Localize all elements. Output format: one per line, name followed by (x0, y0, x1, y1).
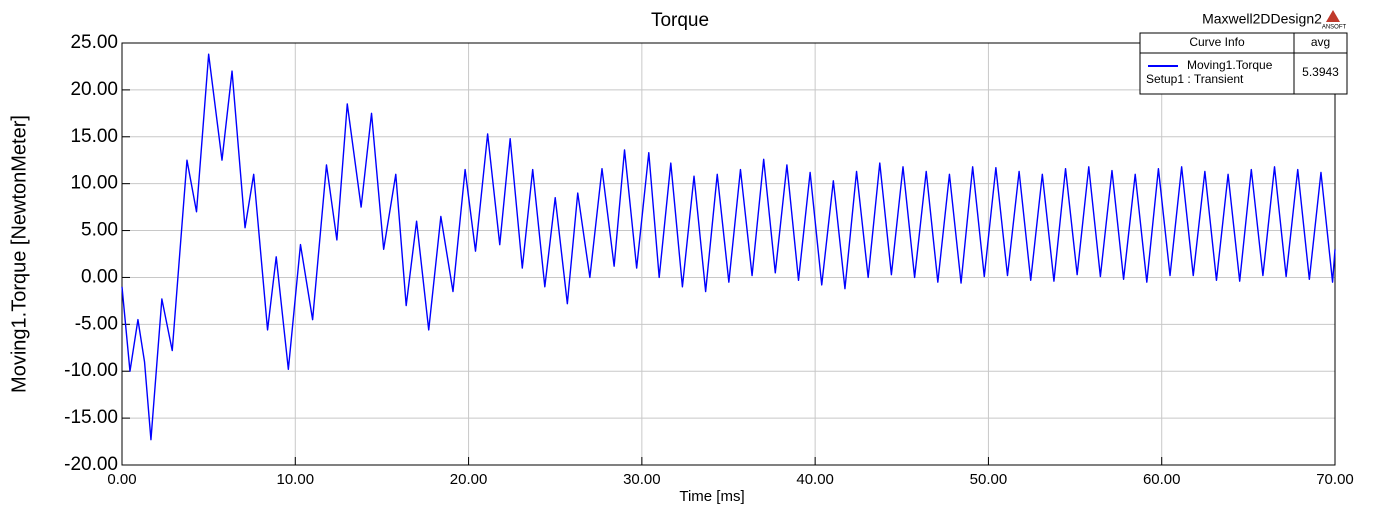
x-tick-label: 70.00 (1316, 471, 1354, 488)
legend-header: avg (1311, 35, 1330, 49)
y-tick-label: 5.00 (81, 220, 118, 241)
y-tick-label: -15.00 (64, 407, 118, 428)
x-tick-label: 60.00 (1143, 471, 1181, 488)
y-tick-label: 0.00 (81, 266, 118, 287)
x-tick-label: 20.00 (450, 471, 488, 488)
legend-entry: Moving1.Torque (1187, 58, 1273, 72)
plot-area (122, 43, 1335, 465)
x-axis-label: Time [ms] (679, 488, 744, 505)
x-tick-label: 0.00 (107, 471, 136, 488)
x-tick-label: 30.00 (623, 471, 661, 488)
y-tick-label: 10.00 (70, 173, 118, 194)
logo-text: ANSOFT (1322, 25, 1347, 31)
y-tick-label: -10.00 (64, 360, 118, 381)
x-tick-label: 10.00 (277, 471, 315, 488)
legend-setup: Setup1 : Transient (1146, 72, 1244, 86)
y-tick-label: -5.00 (75, 313, 118, 334)
legend-box (1139, 32, 1348, 95)
x-tick-label: 40.00 (796, 471, 834, 488)
legend-header: Curve Info (1189, 35, 1245, 49)
x-tick-label: 50.00 (970, 471, 1008, 488)
series-line (121, 53, 1336, 441)
y-tick-label: -20.00 (64, 454, 118, 475)
logo-icon (1326, 10, 1340, 22)
legend-avg: 5.3943 (1302, 65, 1339, 79)
design-name: Maxwell2DDesign2 (1202, 11, 1322, 27)
y-tick-label: 20.00 (70, 79, 118, 100)
y-axis-label: Moving1.Torque [NewtonMeter] (8, 115, 30, 393)
y-tick-label: 25.00 (70, 32, 118, 53)
y-tick-label: 15.00 (70, 126, 118, 147)
chart-title: Torque (651, 10, 709, 31)
